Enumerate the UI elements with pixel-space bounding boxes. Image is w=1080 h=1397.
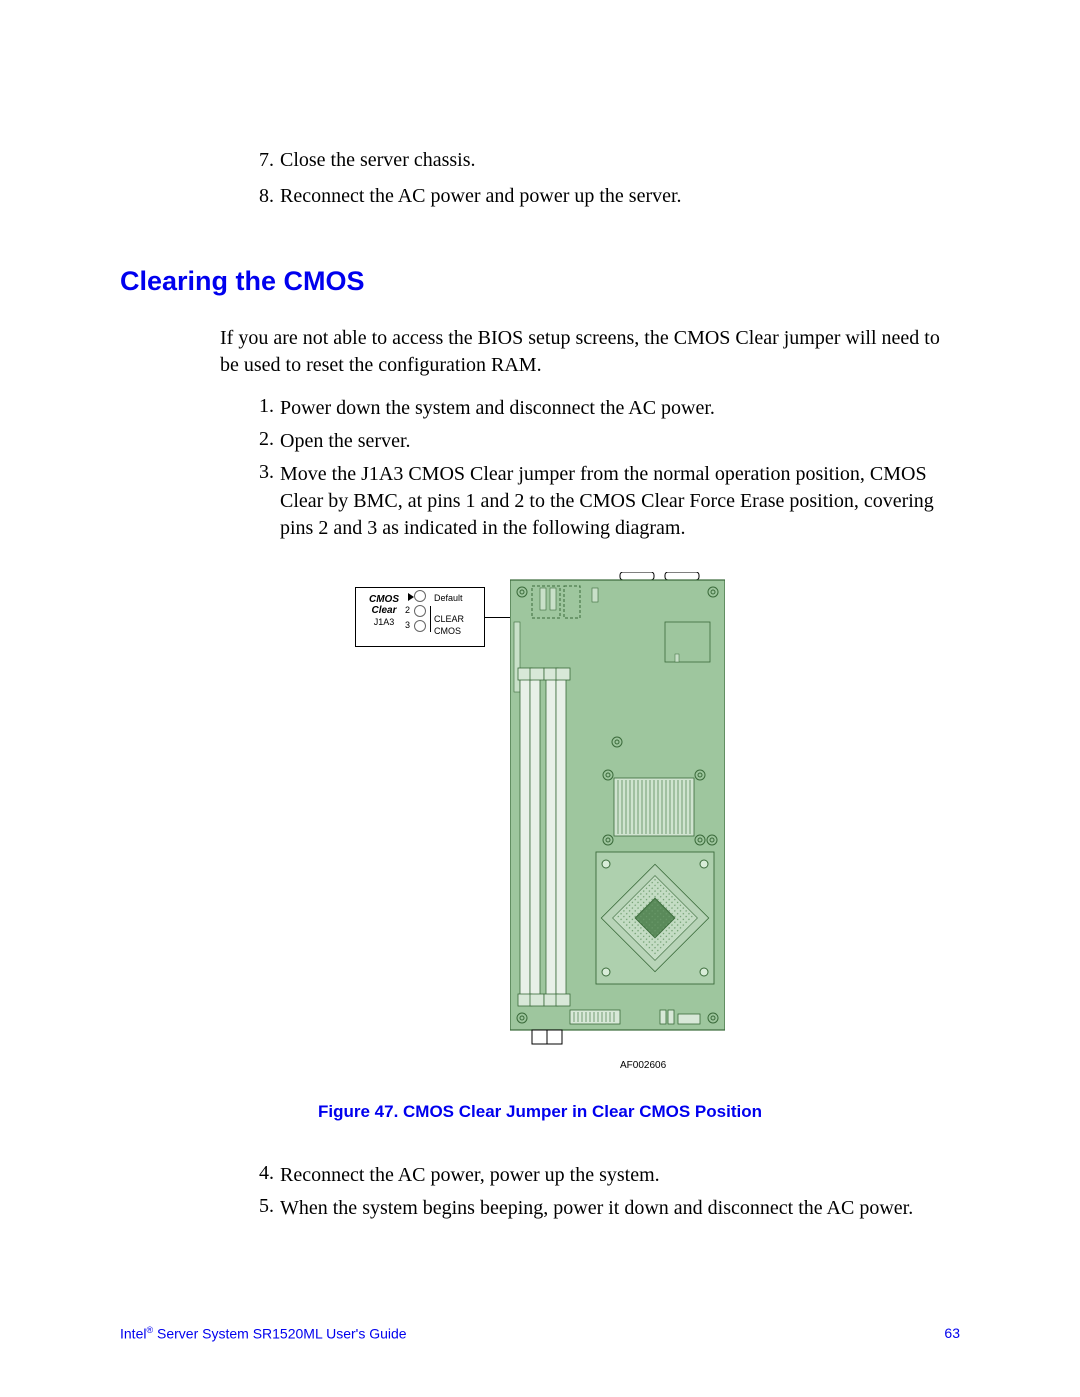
page: 7. Close the server chassis. 8. Reconnec… <box>0 0 1080 1397</box>
motherboard-diagram <box>510 572 725 1052</box>
figure-caption: Figure 47. CMOS Clear Jumper in Clear CM… <box>120 1102 960 1122</box>
pin-num: 3 <box>405 620 410 630</box>
list-num: 2. <box>250 428 280 455</box>
list-item: 7. Close the server chassis. <box>250 145 960 175</box>
footer-doc-title: Server System SR1520ML User's Guide <box>153 1326 406 1342</box>
callout-label: CMOS Clear J1A3 <box>360 594 408 628</box>
list-text: Close the server chassis. <box>280 145 960 175</box>
list-item: 5. When the system begins beeping, power… <box>250 1195 960 1222</box>
jumper-pins: 2 3 <box>414 590 426 635</box>
jumper-callout: CMOS Clear J1A3 2 3 Default CLEAR CMOS <box>355 587 485 647</box>
list-item: 2. Open the server. <box>250 428 960 455</box>
list-text: Power down the system and disconnect the… <box>280 395 960 422</box>
main-ordered-list: 1. Power down the system and disconnect … <box>250 395 960 542</box>
footer-brand: Intel <box>120 1326 146 1342</box>
list-text: Reconnect the AC power and power up the … <box>280 181 960 211</box>
jumper-options: Default CLEAR CMOS <box>434 591 464 639</box>
list-text: Move the J1A3 CMOS Clear jumper from the… <box>280 461 960 542</box>
list-num: 3. <box>250 461 280 542</box>
list-num: 5. <box>250 1195 280 1222</box>
pin-icon: 2 <box>414 605 426 617</box>
pin-icon <box>414 590 426 602</box>
leader-line <box>485 617 513 618</box>
list-text: Reconnect the AC power, power up the sys… <box>280 1162 960 1189</box>
figure-code: AF002606 <box>620 1060 666 1071</box>
list-num: 1. <box>250 395 280 422</box>
section-heading: Clearing the CMOS <box>120 266 960 297</box>
callout-title: CMOS <box>360 594 408 605</box>
bottom-ordered-list: 4. Reconnect the AC power, power up the … <box>250 1162 960 1222</box>
intro-paragraph: If you are not able to access the BIOS s… <box>220 325 960 379</box>
opt-clear: CLEAR <box>434 615 464 625</box>
callout-title: Clear <box>360 605 408 616</box>
opt-default: Default <box>434 594 463 604</box>
pin-num: 2 <box>405 605 410 615</box>
footer-title: Intel® Server System SR1520ML User's Gui… <box>120 1325 407 1342</box>
list-item: 4. Reconnect the AC power, power up the … <box>250 1162 960 1189</box>
list-text: Open the server. <box>280 428 960 455</box>
list-item: 1. Power down the system and disconnect … <box>250 395 960 422</box>
list-item: 3. Move the J1A3 CMOS Clear jumper from … <box>250 461 960 542</box>
list-num: 7. <box>250 145 280 175</box>
bracket-icon <box>430 606 431 632</box>
pin-icon: 3 <box>414 620 426 632</box>
callout-sub: J1A3 <box>360 618 408 628</box>
opt-cmos: CMOS <box>434 627 461 637</box>
list-text: When the system begins beeping, power it… <box>280 1195 960 1222</box>
list-num: 4. <box>250 1162 280 1189</box>
figure: CMOS Clear J1A3 2 3 Default CLEAR CMOS <box>120 572 960 1102</box>
page-footer: Intel® Server System SR1520ML User's Gui… <box>120 1325 960 1342</box>
list-item: 8. Reconnect the AC power and power up t… <box>250 181 960 211</box>
list-num: 8. <box>250 181 280 211</box>
page-number: 63 <box>944 1325 960 1342</box>
top-ordered-list: 7. Close the server chassis. 8. Reconnec… <box>250 145 960 211</box>
